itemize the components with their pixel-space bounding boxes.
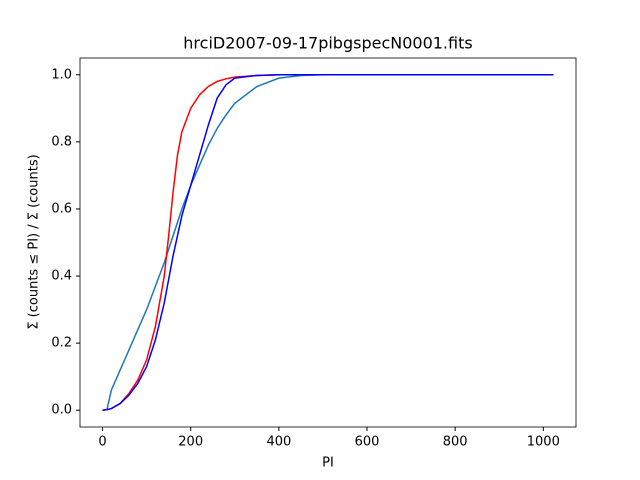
x-tick-label: 400 (266, 435, 291, 450)
axes-frame (79, 57, 577, 428)
x-tick-label: 0 (98, 435, 106, 450)
x-tick-label: 1000 (527, 435, 560, 450)
x-axis-label: PI (322, 456, 334, 471)
y-tick-label: 0.6 (51, 201, 72, 216)
y-tick-label: 0.0 (51, 403, 72, 418)
y-axis-label: Σ (counts ≤ PI) / Σ (counts) (27, 154, 42, 329)
y-tick-label: 1.0 (51, 67, 72, 82)
line-series (102, 74, 554, 411)
x-tick-label: 200 (178, 435, 203, 450)
x-tick-label: 600 (355, 435, 380, 450)
chart-title: hrciD2007-09-17pibgspecN0001.fits (183, 34, 472, 53)
x-tick-label: 800 (443, 435, 468, 450)
line-series (102, 74, 554, 411)
y-tick-label: 0.8 (51, 134, 72, 149)
y-tick-label: 0.2 (51, 336, 72, 351)
y-tick-label: 0.4 (51, 269, 72, 284)
